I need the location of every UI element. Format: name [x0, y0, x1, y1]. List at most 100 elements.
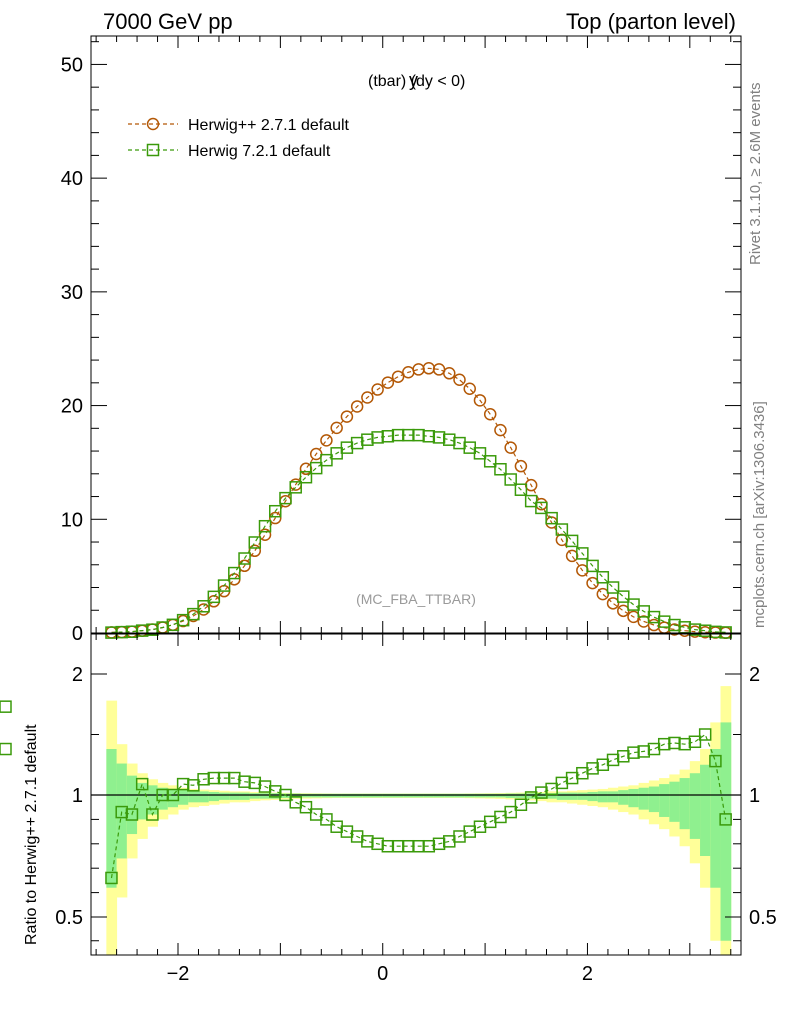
data-point-herwigpp — [443, 367, 456, 380]
data-point-herwigpp — [207, 595, 221, 608]
x-tick-label: −2 — [167, 963, 190, 985]
uncertainty-band-inner — [628, 788, 640, 808]
ratio-data-point — [647, 742, 661, 756]
data-point-herwigpp — [391, 370, 405, 383]
data-point-herwig7 — [576, 547, 589, 560]
ratio-data-point — [606, 753, 620, 767]
ratio-data-point — [361, 835, 374, 848]
data-point-herwig7 — [391, 428, 405, 442]
ratio-series-group — [0, 700, 732, 885]
uncertainty-band-inner — [178, 790, 189, 805]
ratio-data-point — [105, 871, 118, 885]
data-point-herwig7 — [269, 504, 282, 518]
data-point-herwigpp — [514, 459, 528, 473]
uncertainty-band-inner — [157, 787, 169, 810]
data-point-herwig7 — [371, 431, 384, 444]
ratio-data-point — [668, 736, 681, 750]
data-point-herwigpp — [596, 587, 610, 601]
plot-title-main: y — [409, 70, 418, 90]
uncertainty-band-inner — [648, 786, 660, 813]
data-point-herwig7 — [565, 534, 579, 548]
ratio-data-point — [463, 825, 476, 838]
uncertainty-band-inner — [126, 775, 138, 835]
data-point-herwig7 — [320, 453, 333, 467]
ratio-data-point — [228, 771, 241, 785]
ratio-data-point — [0, 700, 12, 713]
data-point-herwig7 — [719, 626, 732, 639]
ratio-data-point — [207, 771, 221, 785]
data-point-herwig7 — [514, 483, 528, 496]
data-point-herwigpp — [299, 462, 313, 476]
ratio-axis-ticks: 0.5 0.5 1 1 2 2 −2 0 2 — [55, 634, 777, 985]
data-point-herwig7 — [668, 618, 681, 632]
uncertainty-band-inner — [239, 792, 251, 800]
data-point-herwigpp — [483, 407, 497, 421]
ratio-data-point — [494, 810, 507, 824]
data-point-herwig7 — [586, 559, 599, 573]
uncertainty-band-inner — [290, 793, 302, 798]
data-point-herwig7 — [698, 624, 712, 637]
ratio-data-point — [115, 805, 128, 819]
uncertainty-band-inner — [700, 764, 711, 856]
uncertainty-band-inner — [638, 787, 650, 810]
ratio-y-tick-label-right: 2 — [749, 664, 760, 686]
ratio-data-point — [617, 750, 630, 763]
ratio-data-point — [330, 820, 343, 833]
data-point-herwig7 — [135, 624, 149, 637]
ratio-data-point — [535, 786, 548, 799]
uncertainty-band-inner — [270, 793, 281, 799]
data-point-herwig7 — [361, 433, 374, 446]
ratio-data-point — [391, 839, 405, 853]
ratio-data-point — [637, 745, 651, 758]
ratio-data-point — [299, 800, 313, 814]
data-point-herwig7 — [258, 519, 272, 533]
main-y-tick-label: 50 — [61, 54, 83, 76]
ratio-data-point — [0, 742, 12, 756]
uncertainty-band-inner — [526, 793, 537, 799]
ratio-data-point — [657, 737, 671, 751]
data-point-herwig7 — [125, 625, 139, 638]
data-point-herwigpp — [494, 423, 507, 437]
legend-marker-herwigpp — [146, 117, 160, 131]
legend: Herwig++ 2.7.1 default Herwig 7.2.1 defa… — [128, 117, 350, 160]
data-point-herwig7 — [453, 436, 466, 450]
ratio-data-point — [514, 798, 528, 812]
main-axis-ticks: 0 10 20 30 40 50 — [61, 36, 741, 645]
ratio-data-point — [146, 808, 159, 821]
data-point-herwig7 — [197, 600, 210, 613]
main-y-tick-label: 10 — [61, 509, 83, 531]
uncertainty-band-inner — [208, 791, 220, 802]
data-point-herwigpp — [647, 618, 661, 632]
ratio-data-point — [402, 839, 415, 853]
ratio-data-point — [555, 776, 569, 790]
ratio-panel: 0.5 0.5 1 1 2 2 −2 0 2 Ratio to Herwig++ 2.7.1 d… — [0, 633, 777, 985]
ratio-y-tick-label: 0.5 — [55, 907, 83, 929]
data-point-herwig7 — [207, 590, 221, 604]
data-point-herwig7 — [166, 618, 180, 632]
uncertainty-band-inner — [188, 791, 199, 803]
data-point-herwig7 — [248, 536, 262, 549]
uncertainty-band-inner — [556, 792, 568, 800]
data-point-herwig7 — [299, 470, 313, 484]
mcplots-reference-label: mcplots.cern.ch [arXiv:1306.3436] — [751, 401, 768, 628]
data-point-herwig7 — [402, 428, 415, 442]
analysis-watermark: (MC_FBA_TTBAR) — [356, 591, 476, 607]
ratio-data-point — [504, 805, 517, 819]
data-point-herwigpp — [258, 528, 272, 542]
x-tick-label: 0 — [377, 963, 388, 985]
uncertainty-band-inner — [218, 792, 230, 800]
uncertainty-band-inner — [618, 790, 629, 805]
data-point-herwigpp — [453, 373, 466, 387]
data-point-herwig7 — [535, 501, 548, 515]
uncertainty-band-inner — [116, 763, 128, 859]
uncertainty-band-inner — [577, 792, 588, 800]
data-point-herwigpp — [238, 559, 251, 573]
plot-title-sub: (tbar) (dy < 0) — [368, 73, 465, 90]
data-point-herwig7 — [350, 436, 364, 450]
data-point-herwig7 — [279, 491, 292, 505]
ratio-data-point — [176, 777, 190, 791]
ratio-data-point — [125, 808, 139, 821]
uncertainty-band-inner — [607, 791, 619, 803]
data-point-herwig7 — [463, 441, 476, 454]
